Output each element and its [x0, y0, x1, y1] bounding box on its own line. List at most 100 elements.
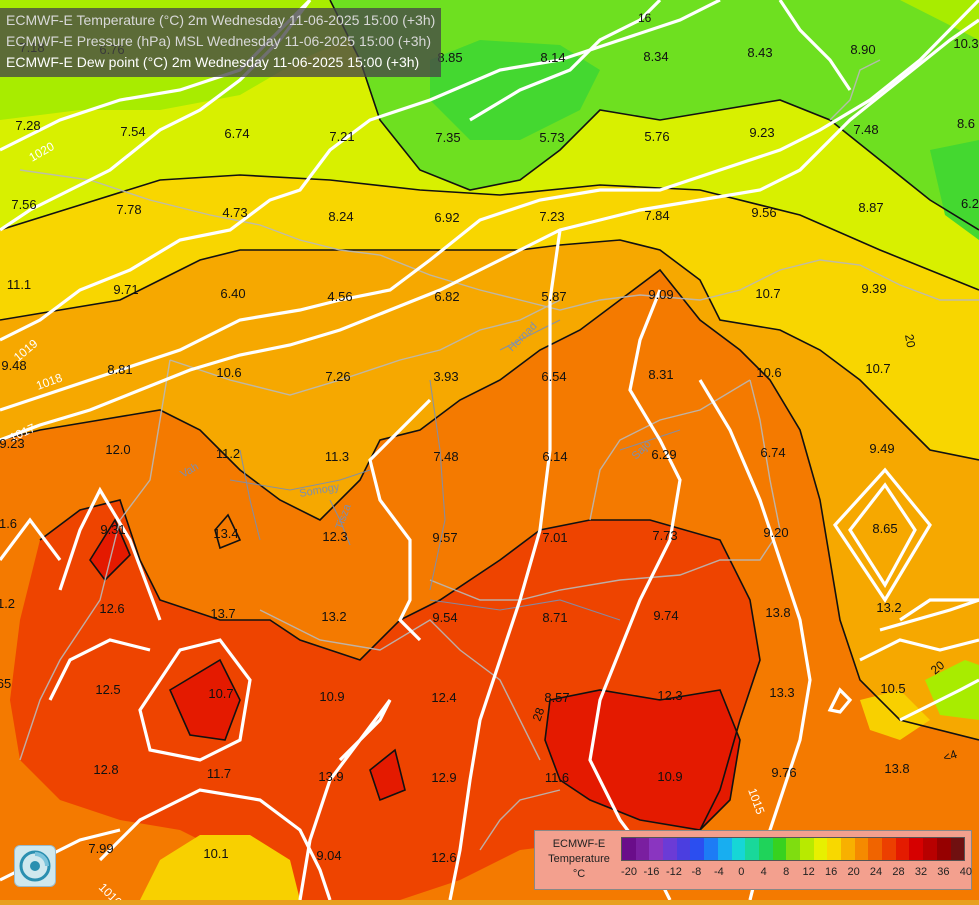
- dewpoint-value: 13.4: [213, 526, 238, 541]
- legend-swatch: [663, 838, 677, 860]
- dewpoint-value: 3.93: [433, 369, 458, 384]
- dewpoint-value: 11.1: [7, 277, 31, 292]
- dewpoint-value: 9.23: [0, 436, 25, 451]
- legend-unit: °C: [572, 868, 586, 880]
- dewpoint-value: 13.8: [884, 761, 909, 776]
- dewpoint-value: 9.48: [1, 358, 26, 373]
- dewpoint-value: 7.48: [433, 449, 458, 464]
- temperature-band-32-36: [10, 500, 760, 900]
- legend-swatch: [799, 838, 814, 860]
- dewpoint-value: 13.3: [769, 685, 794, 700]
- legend-swatch: [690, 838, 705, 860]
- dewpoint-value: 11.3: [325, 449, 349, 464]
- dewpoint-value: 5.73: [539, 130, 564, 145]
- legend-tick: 36: [937, 866, 950, 878]
- dewpoint-value: 13.2: [321, 609, 346, 624]
- isotherms: [0, 0, 979, 831]
- legend-tick: 24: [869, 866, 883, 878]
- dewpoint-value: 13.9: [318, 769, 343, 784]
- legend-swatch: [676, 838, 691, 860]
- temperature-legend: ECMWF-E Temperature °C -20 -16 -12 -8 -4 0 4 8 1…: [534, 830, 972, 890]
- dewpoint-value: 10.3: [953, 36, 978, 51]
- dewpoint-value: 6.74: [760, 445, 785, 460]
- dewpoint-value: 10.1: [203, 846, 228, 861]
- dewpoint-value: 9.39: [861, 281, 886, 296]
- legend-color-bar: [621, 837, 965, 861]
- dewpoint-value: 9.74: [653, 608, 678, 623]
- temperature-band-cool-south: [140, 690, 930, 900]
- dewpoint-value: 8.81: [107, 362, 132, 377]
- dewpoint-value: 10.7: [208, 686, 233, 701]
- legend-swatch: [936, 838, 951, 860]
- legend-swatch: [854, 838, 869, 860]
- dewpoint-value: 8.31: [648, 367, 673, 382]
- dewpoint-value: 13.2: [876, 600, 901, 615]
- dewpoint-value: 13.8: [765, 605, 790, 620]
- isotherm-label: <4: [941, 747, 959, 765]
- dewpoint-value: 7.28: [15, 118, 40, 133]
- legend-swatch: [622, 838, 636, 860]
- isotherm-label: 16: [638, 11, 652, 25]
- dewpoint-value: 12.3: [657, 688, 682, 703]
- legend-tick: -4: [713, 866, 724, 878]
- legend-swatch: [731, 838, 746, 860]
- legend-swatch: [758, 838, 773, 860]
- dewpoint-value: 6.92: [434, 210, 459, 225]
- dewpoint-value: 10.6: [216, 365, 241, 380]
- legend-tick: 0: [738, 866, 745, 878]
- legend-tick: 8: [783, 866, 790, 878]
- logo-icon: [14, 845, 56, 887]
- dewpoint-value: 11.6: [545, 770, 569, 785]
- legend-swatch: [745, 838, 759, 860]
- dewpoint-value: 12.8: [93, 762, 118, 777]
- dewpoint-value: 12.9: [431, 770, 456, 785]
- dewpoint-value: 8.71: [542, 610, 567, 625]
- legend-swatch: [923, 838, 937, 860]
- dewpoint-value: 8.34: [643, 49, 668, 64]
- dewpoint-value: 8.43: [747, 45, 772, 60]
- dewpoint-value: 9.49: [869, 441, 894, 456]
- legend-tick: 28: [892, 866, 905, 878]
- dewpoint-value: 8.6: [957, 116, 975, 131]
- dewpoint-value: 6.2: [961, 196, 979, 211]
- dewpoint-value: 6.54: [541, 369, 566, 384]
- dewpoint-value: 9.76: [771, 765, 796, 780]
- legend-swatch: [882, 838, 896, 860]
- legend-swatch: [841, 838, 855, 860]
- legend-swatch: [717, 838, 732, 860]
- dewpoint-value: 9.54: [432, 610, 457, 625]
- dewpoint-value: 12.5: [95, 682, 120, 697]
- legend-swatch: [635, 838, 650, 860]
- legend-swatch: [772, 838, 787, 860]
- legend-swatch: [827, 838, 841, 860]
- legend-swatch: [868, 838, 883, 860]
- dewpoint-value: 12.0: [105, 442, 130, 457]
- dewpoint-values: 7.28 7.54 6.74 7.21 7.35 5.73 5.76 9.23 7.48 8.14…: [0, 36, 979, 865]
- map-title-box: ECMWF-E Temperature (°C) 2m Wednesday 11…: [0, 8, 442, 77]
- dewpoint-value: 12.4: [431, 690, 456, 705]
- legend-tick: -12: [665, 866, 682, 878]
- legend-param: Temperature: [548, 853, 610, 865]
- dewpoint-value: 8.24: [328, 209, 353, 224]
- dewpoint-value: 8.57: [544, 690, 569, 705]
- dewpoint-value: 6.40: [220, 286, 245, 301]
- legend-tick: 4: [760, 866, 767, 878]
- rivers: [229, 319, 681, 621]
- isotherm-label: 20: [902, 333, 918, 349]
- dewpoint-value: 10.7: [755, 286, 780, 301]
- dewpoint-value: 1.2: [0, 596, 15, 611]
- dewpoint-value: 10.6: [756, 365, 781, 380]
- dewpoint-value: 12.3: [322, 529, 347, 544]
- legend-tick: 20: [847, 866, 860, 878]
- legend-swatch: [704, 838, 718, 860]
- dewpoint-value: 9.09: [648, 287, 673, 302]
- legend-tick: 32: [914, 866, 928, 878]
- dewpoint-value: 9.31: [100, 522, 125, 537]
- isotherm-label: 28: [530, 705, 548, 723]
- dewpoint-value: 6.74: [224, 126, 249, 141]
- dewpoint-value: 9.20: [763, 525, 788, 540]
- dewpoint-value: 7.26: [325, 369, 350, 384]
- dewpoint-value: 10.9: [657, 769, 682, 784]
- legend-tick: 40: [959, 866, 972, 878]
